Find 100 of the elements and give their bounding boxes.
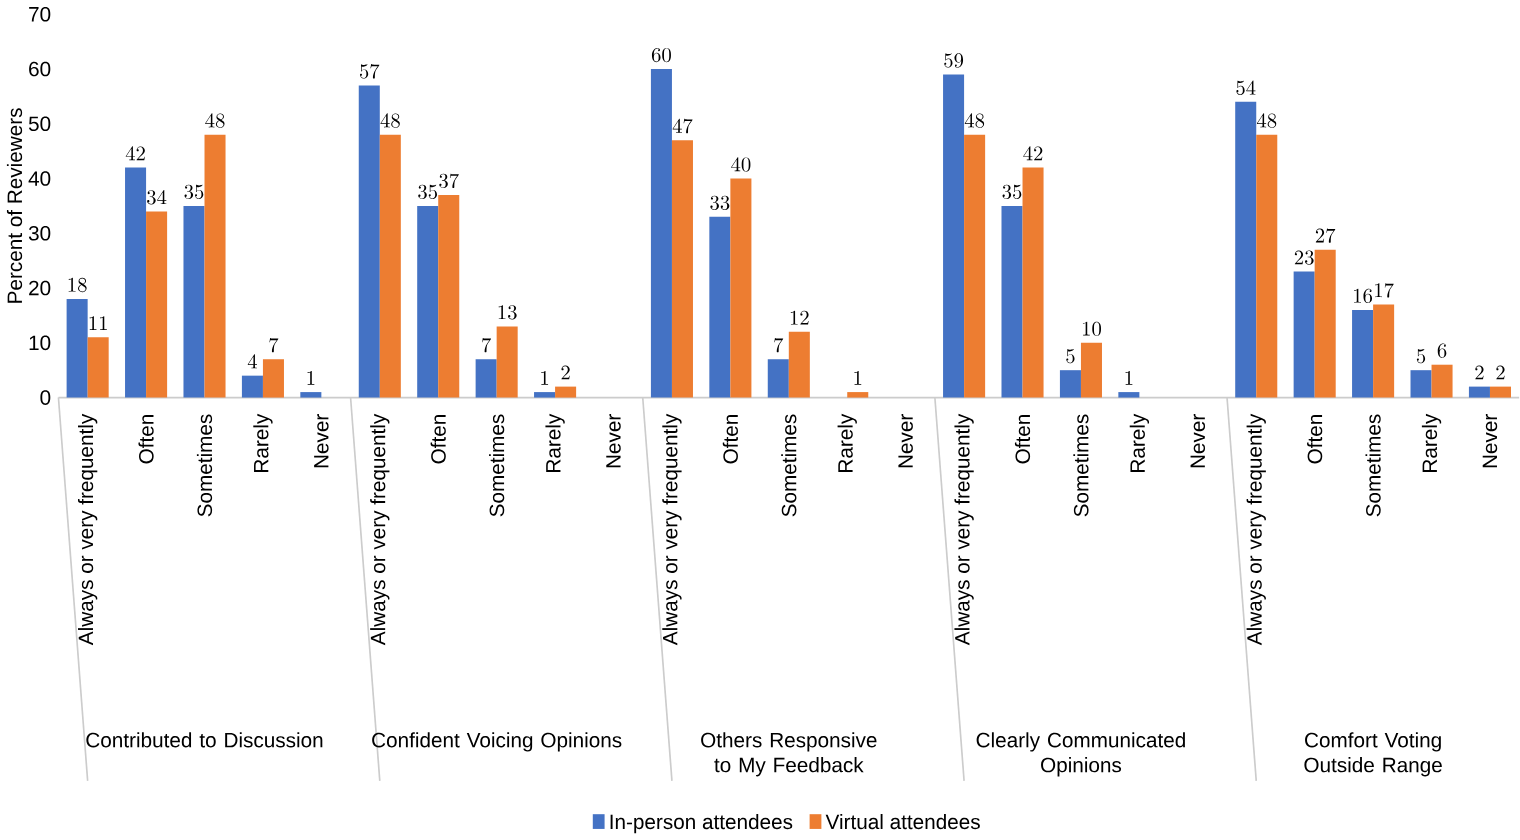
data-label: 35 <box>418 184 437 199</box>
data-label: 18 <box>68 277 87 292</box>
x-tick-label: Always or very frequently <box>1246 413 1266 645</box>
y-tick-label: 40 <box>28 171 51 186</box>
data-label: 16 <box>1354 288 1373 303</box>
text: Comfort Voting Outside Range <box>1304 732 1442 777</box>
bar <box>1314 249 1336 398</box>
data-label: 7 <box>482 337 491 353</box>
y-tick-label: 30 <box>28 225 51 241</box>
x-tick-label: Always or very frequently <box>370 413 390 645</box>
data-label: 2 <box>1475 365 1484 380</box>
x-tick-label: Rarely <box>253 413 273 472</box>
bar <box>1080 342 1102 398</box>
x-tick-label: Sometimes <box>1073 414 1089 517</box>
bar <box>87 337 109 398</box>
data-label: 10 <box>1082 321 1101 336</box>
legend-label: Virtual attendees <box>825 813 980 829</box>
bar <box>730 178 752 398</box>
data-label: 34 <box>147 189 167 205</box>
bar <box>1059 370 1081 398</box>
bar <box>66 298 88 398</box>
data-label: 48 <box>1256 113 1277 128</box>
x-tick-label: Always or very frequently <box>77 413 98 645</box>
bar <box>300 391 322 398</box>
bar <box>650 68 672 398</box>
x-tick-label: Sometimes <box>489 414 505 517</box>
y-tick-label: 60 <box>29 61 51 77</box>
x-tick-label: Often <box>1014 414 1031 464</box>
data-label: 37 <box>439 173 459 188</box>
bar <box>475 359 497 398</box>
bar <box>417 205 439 398</box>
data-label: 48 <box>964 113 985 128</box>
data-label: 27 <box>1315 228 1336 243</box>
x-tick-label: Never <box>1190 413 1206 468</box>
bar <box>358 85 380 398</box>
bar <box>767 359 789 398</box>
bar <box>125 167 147 398</box>
data-label: 60 <box>651 47 671 62</box>
x-tick-label: Rarely <box>545 413 565 472</box>
x-tick-label: Sometimes <box>781 414 797 517</box>
y-tick-label: 20 <box>29 280 51 296</box>
x-tick-label: Often <box>138 414 154 464</box>
x-tick-label: Always or very frequently <box>662 413 682 645</box>
bar <box>1118 391 1140 398</box>
data-label: 1 <box>854 370 862 385</box>
bar <box>847 391 869 398</box>
data-label: 4 <box>247 354 257 369</box>
bar <box>709 216 731 398</box>
bar <box>438 194 460 398</box>
bar <box>1235 101 1257 398</box>
data-label: 48 <box>380 113 400 128</box>
data-label: 35 <box>1002 184 1022 199</box>
y-tick-label: 0 <box>40 390 51 405</box>
y-axis-title: Percent of Reviewers <box>6 108 23 303</box>
data-label: 1 <box>1125 370 1133 385</box>
data-label: 57 <box>359 63 380 79</box>
bar <box>1001 205 1023 398</box>
bar <box>964 134 986 398</box>
bar <box>534 391 556 398</box>
bar <box>1022 167 1044 398</box>
y-tick-label: 50 <box>28 116 51 131</box>
x-tick-label: Often <box>1307 414 1323 464</box>
data-label: 42 <box>1023 146 1043 161</box>
legend-label: In-person attendees <box>610 813 793 834</box>
data-label: 1 <box>307 370 315 385</box>
bar <box>943 74 965 398</box>
x-tick-label: Often <box>430 414 446 464</box>
bar <box>1373 304 1395 398</box>
x-tick-label: Often <box>722 414 738 464</box>
y-tick-label: 70 <box>29 6 51 22</box>
bar <box>183 205 205 398</box>
data-label: 5 <box>1066 348 1075 364</box>
text: Confident Voicing Opinions <box>372 732 622 752</box>
bar <box>671 140 693 398</box>
data-label: 12 <box>790 310 809 325</box>
x-tick-label: Never <box>898 413 913 468</box>
data-label: 33 <box>710 195 730 210</box>
x-tick-label: Rarely <box>837 413 857 472</box>
data-label: 2 <box>1496 365 1505 380</box>
data-label: 40 <box>731 156 751 172</box>
bar <box>1293 271 1315 398</box>
data-label: 35 <box>184 184 204 199</box>
data-label: 17 <box>1375 282 1394 298</box>
x-tick-label: Never <box>1482 413 1498 468</box>
data-label: 1 <box>541 370 549 385</box>
data-label: 2 <box>561 365 570 380</box>
data-label: 7 <box>774 337 784 353</box>
bar <box>1256 134 1278 398</box>
bar <box>496 326 518 398</box>
bar <box>241 375 263 398</box>
x-tick-label: Sometimes <box>196 414 213 517</box>
bar <box>1431 364 1453 398</box>
data-label: 59 <box>944 53 964 68</box>
bar <box>1468 386 1490 398</box>
data-label: 11 <box>89 316 107 330</box>
data-label: 54 <box>1236 80 1256 95</box>
x-tick-label: Never <box>606 413 621 468</box>
y-tick-label: 10 <box>29 335 51 350</box>
x-tick-label: Sometimes <box>1365 414 1381 517</box>
x-tick-label: Rarely <box>1129 413 1150 472</box>
